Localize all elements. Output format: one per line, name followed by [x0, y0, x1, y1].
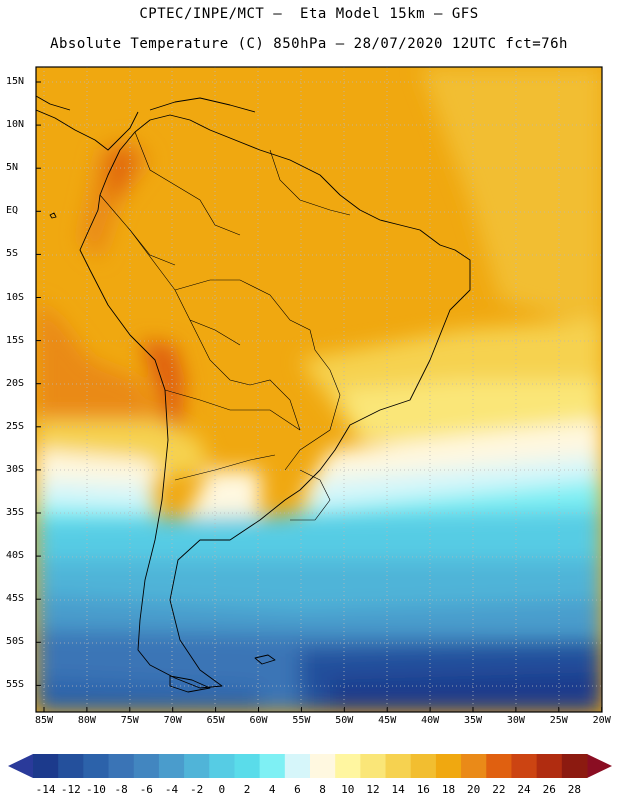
latitude-label: 25S — [6, 420, 25, 432]
latitude-label: 30S — [6, 463, 25, 475]
latitude-label: 40S — [6, 550, 25, 562]
colorbar-swatch — [461, 754, 487, 778]
colorbar-swatch — [385, 754, 412, 778]
colorbar-label: -12 — [60, 783, 81, 796]
colorbar-swatch — [259, 754, 286, 778]
colorbar-under-triangle — [8, 754, 33, 778]
colorbar-swatch — [486, 754, 512, 778]
country-borders — [99, 131, 351, 521]
colorbar-swatch — [410, 754, 437, 778]
colorbar-swatch — [33, 754, 59, 778]
latitude-label: 10N — [6, 119, 25, 131]
coastlines — [36, 95, 471, 693]
colorbar-swatch — [58, 754, 84, 778]
colorbar-swatch — [184, 754, 210, 778]
colorbar-label: 26 — [542, 783, 556, 796]
latitude-label: 20S — [6, 377, 25, 389]
colorbar-label: 24 — [517, 783, 531, 796]
colorbar-swatch — [511, 754, 538, 778]
tierra-del-fuego — [169, 675, 211, 693]
galapagos — [49, 212, 57, 219]
longitude-label: 25W — [549, 715, 568, 726]
colorbar-label: 2 — [243, 783, 251, 796]
latitude-label: 55S — [6, 679, 25, 691]
colorbar-label: -8 — [114, 783, 128, 796]
colorbar-swatch — [536, 754, 563, 778]
colorbar-swatch — [335, 754, 361, 778]
colorbar-swatch — [234, 754, 261, 778]
longitude-label: 55W — [292, 715, 311, 726]
longitude-label: 80W — [77, 715, 96, 726]
falklands — [254, 654, 276, 665]
colorbar-label: 16 — [416, 783, 430, 796]
temperature-field — [36, 67, 602, 712]
colorbar-label: 6 — [294, 783, 301, 796]
colorbar-swatch — [108, 754, 135, 778]
colorbar-label: -4 — [164, 783, 179, 796]
axis-ticks — [36, 81, 603, 712]
latitude-label: 15N — [6, 76, 25, 87]
latitude-label: 45S — [6, 593, 25, 605]
colorbar-label: 18 — [441, 783, 456, 796]
colorbar-swatch — [209, 754, 235, 778]
colorbar-label: 20 — [467, 783, 481, 796]
colorbar-swatch — [435, 754, 462, 778]
longitude-label: 60W — [249, 715, 268, 726]
latitude-label: 5S — [6, 248, 19, 260]
colorbar-label: -10 — [86, 783, 106, 796]
latitude-label: 5N — [6, 162, 19, 174]
longitude-label: 65W — [206, 715, 225, 726]
colorbar — [8, 754, 612, 778]
colorbar-label: 8 — [319, 783, 326, 796]
colorbar-swatch — [284, 754, 311, 778]
longitude-label: 40W — [421, 715, 440, 726]
latitude-label: 35S — [6, 507, 25, 518]
longitude-label: 50W — [335, 715, 354, 726]
latitude-label: EQ — [6, 205, 19, 217]
colorbar-label: -6 — [139, 783, 153, 796]
latitude-label: 15S — [6, 334, 25, 346]
longitude-label: 45W — [378, 715, 397, 726]
colorbar-label: 22 — [492, 783, 506, 796]
colorbar-label: -14 — [35, 783, 56, 796]
colorbar-label: -2 — [190, 783, 204, 796]
caribbean-coastline — [149, 97, 256, 113]
chart-title-line-1: CPTEC/INPE/MCT – Eta Model 15km – GFS — [139, 6, 479, 22]
colorbar-swatch — [561, 754, 588, 778]
longitude-label: 75W — [120, 715, 139, 726]
latitude-label: 50S — [6, 636, 25, 648]
colorbar-swatch — [83, 754, 110, 778]
colorbar-swatch — [133, 754, 160, 778]
colorbar-label: 12 — [366, 783, 380, 796]
colorbar-label: 10 — [341, 783, 355, 796]
south-america-coastline — [79, 114, 471, 689]
longitude-label: 20W — [592, 715, 611, 726]
longitude-label: 30W — [506, 715, 525, 726]
longitude-label: 35W — [463, 715, 483, 726]
colorbar-swatch — [158, 754, 185, 778]
chart-title-line-2: Absolute Temperature (C) 850hPa – 28/07/… — [50, 36, 568, 52]
map-frame — [35, 66, 603, 713]
colorbar-label: 0 — [218, 783, 226, 796]
colorbar-swatch — [360, 754, 387, 778]
colorbar-label: 28 — [567, 783, 582, 796]
longitude-label: 70W — [163, 715, 182, 726]
colorbar-label: 14 — [391, 783, 405, 796]
longitude-label: 85W — [34, 715, 54, 726]
colorbar-swatch — [310, 754, 336, 778]
latitude-label: 10S — [6, 291, 25, 303]
central-america-coastline — [36, 95, 139, 151]
colorbar-label: 4 — [268, 783, 276, 796]
colorbar-over-triangle — [587, 754, 612, 778]
